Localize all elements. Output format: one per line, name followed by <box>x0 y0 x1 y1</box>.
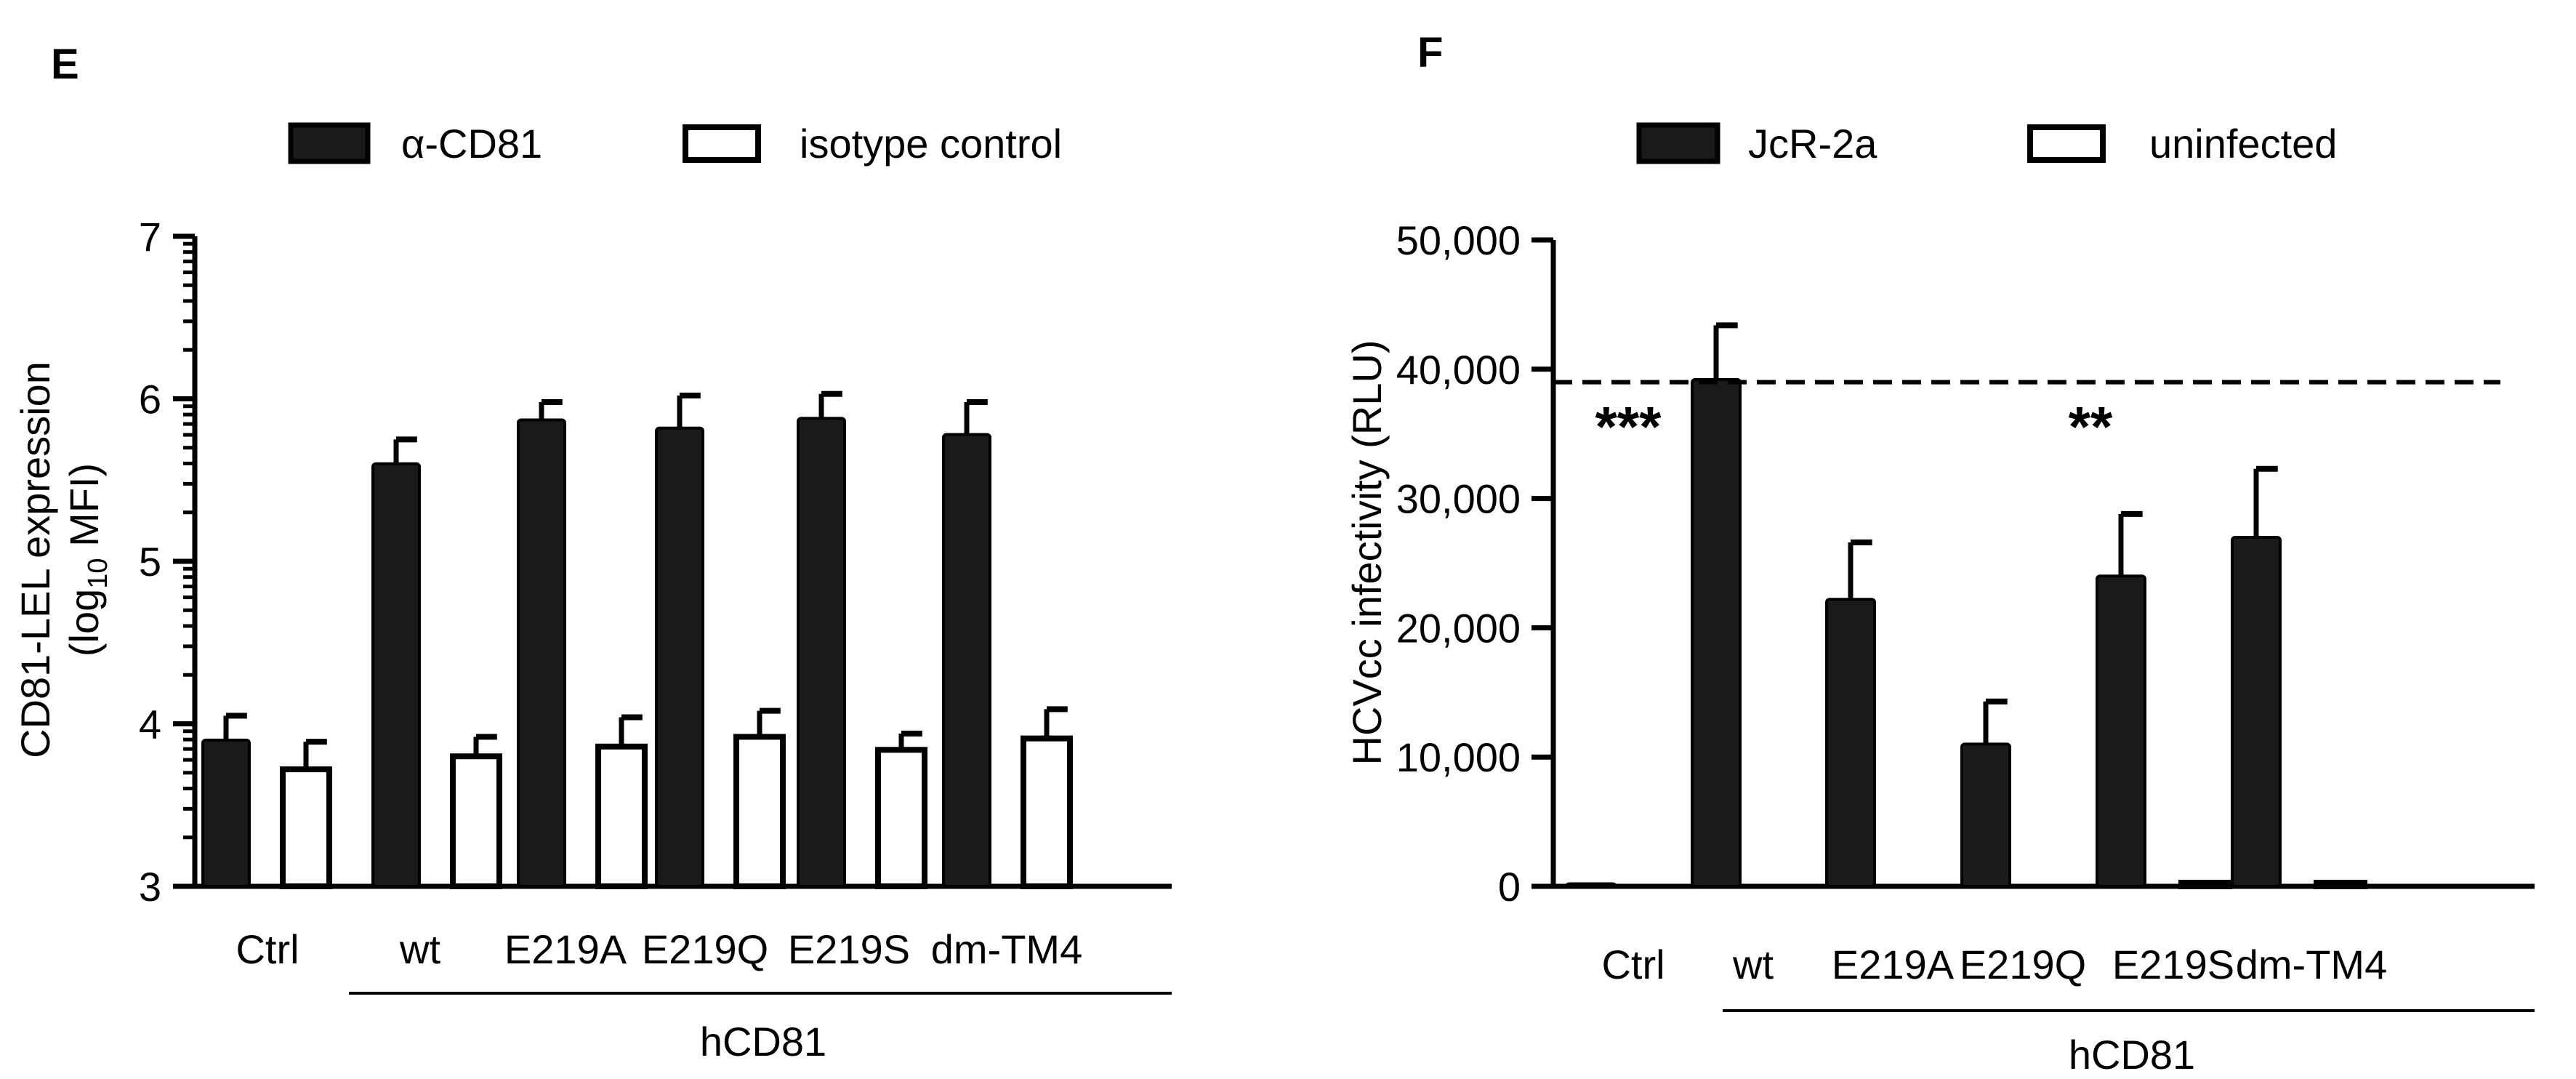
y-tick-label-f-10000: 10,000 <box>1396 734 1521 780</box>
x-tick-label-e-wt: wt <box>399 926 440 972</box>
bar-cd81-ctrl <box>201 738 251 888</box>
bar-isotype-control-wt <box>450 753 502 889</box>
significance-e219q: ** <box>2069 395 2113 459</box>
y-ticks-e: 3 4 5 6 7 <box>139 214 195 910</box>
y-axis-title-e-line2: (log10 MFI) <box>61 463 113 657</box>
bar-isotype-control-e219q <box>733 734 786 889</box>
bar-jcr-2a-ctrl <box>1566 882 1617 888</box>
panel-letter-f: F <box>1417 29 1443 76</box>
y-axis-title-f: HCVcc infectivity (RLU) <box>1344 340 1390 766</box>
legend-swatch-alpha-cd81 <box>288 122 371 164</box>
legend-swatch-isotype-control <box>683 124 761 163</box>
x-tick-labels-e: Ctrl wt E219A E219Q E219S dm-TM4 <box>236 926 1082 972</box>
bar-jcr-2a-e219a <box>1825 598 1876 888</box>
y-tick-label-f-20000: 20,000 <box>1396 605 1521 651</box>
x-tick-label-f-wt: wt <box>1732 942 1774 987</box>
bar-uninfected-e219s <box>2178 880 2232 889</box>
y-tick-label-e-3: 3 <box>139 864 161 910</box>
group-label-f: hCD81 <box>2069 1032 2195 1078</box>
x-tick-label-f-e219s: E219S <box>2112 942 2234 987</box>
y-tick-label-e-7: 7 <box>139 214 161 260</box>
panel-f: F JcR-2a uninfected HCVcc infectivity (R… <box>1344 29 2535 1078</box>
panel-letter-e: E <box>51 41 79 88</box>
significance-ctrl: *** <box>1595 395 1662 459</box>
y-tick-label-e-6: 6 <box>139 377 161 422</box>
bar-cd81-e219a <box>517 418 566 888</box>
y-tick-label-f-40000: 40,000 <box>1396 347 1521 393</box>
x-tick-label-f-e219q: E219Q <box>1960 942 2086 987</box>
y-tick-label-f-0: 0 <box>1498 864 1521 910</box>
x-tick-label-e-dm-tm4: dm-TM4 <box>931 926 1082 972</box>
x-tick-label-f-ctrl: Ctrl <box>1601 942 1665 987</box>
legend-label-jcr-2a: JcR-2a <box>1748 121 1877 167</box>
bar-isotype-control-e219a <box>595 743 648 890</box>
bar-cd81-e219q <box>655 426 704 888</box>
bar-cd81-e219s <box>797 417 846 888</box>
x-tick-labels-f: Ctrl wt E219A E219Q E219S dm-TM4 <box>1601 942 2387 987</box>
bar-jcr-2a-dm-tm4 <box>2231 535 2282 888</box>
legend-swatch-jcr-2a <box>1636 122 1720 164</box>
bar-jcr-2a-e219s <box>2096 574 2146 889</box>
y-tick-label-e-5: 5 <box>139 539 161 585</box>
bar-isotype-control-dm-tm4 <box>1021 735 1073 889</box>
bars-f <box>1566 322 2367 889</box>
x-tick-label-f-dm-tm4: dm-TM4 <box>2236 942 2387 987</box>
y-axis-title-e-line1: CD81-LEL expression <box>12 361 58 758</box>
legend-swatch-uninfected <box>2027 124 2106 163</box>
legend-label-uninfected: uninfected <box>2149 121 2337 167</box>
bar-cd81-dm-tm4 <box>942 433 991 888</box>
bar-isotype-control-ctrl <box>280 766 332 889</box>
bar-jcr-2a-wt <box>1691 378 1742 888</box>
legend-f: JcR-2a uninfected <box>1636 121 2337 167</box>
y-tick-label-e-4: 4 <box>139 702 161 747</box>
x-tick-label-e-e219q: E219Q <box>642 926 768 972</box>
x-tick-label-f-e219a: E219A <box>1832 942 1955 987</box>
group-label-e: hCD81 <box>700 1019 826 1064</box>
bar-uninfected-dm-tm4 <box>2314 880 2367 889</box>
bar-jcr-2a-e219q <box>1960 742 2011 888</box>
y-tick-label-f-30000: 30,000 <box>1396 476 1521 522</box>
bars-e <box>201 390 1073 890</box>
x-tick-label-e-e219a: E219A <box>504 926 627 972</box>
x-tick-label-e-ctrl: Ctrl <box>236 926 299 972</box>
bar-cd81-wt <box>371 462 421 888</box>
x-tick-label-e-e219s: E219S <box>788 926 910 972</box>
panel-e: E α-CD81 isotype control CD81-LEL expres… <box>12 41 1172 1064</box>
legend-label-isotype-control: isotype control <box>800 121 1062 167</box>
y-tick-label-f-50000: 50,000 <box>1396 217 1521 263</box>
legend-e: α-CD81 isotype control <box>288 121 1062 167</box>
bar-isotype-control-e219s <box>875 747 927 890</box>
y-minor-ticks-e <box>183 241 195 840</box>
y-ticks-f: 0 10,000 20,000 30,000 40,000 50,000 <box>1396 217 1553 910</box>
legend-label-alpha-cd81: α-CD81 <box>401 121 542 167</box>
